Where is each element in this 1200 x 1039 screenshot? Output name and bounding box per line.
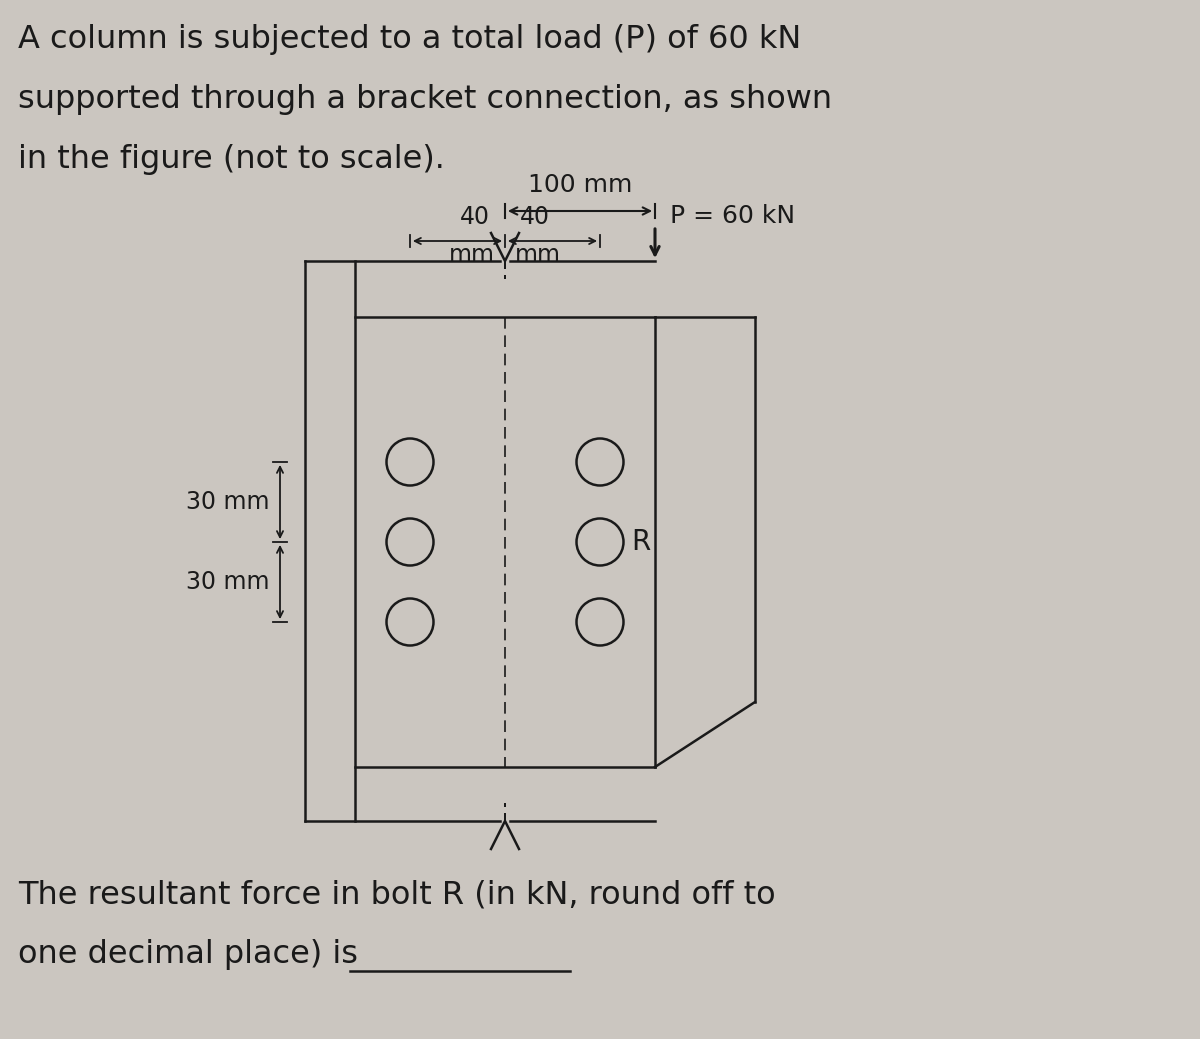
Text: supported through a bracket connection, as shown: supported through a bracket connection, … <box>18 84 832 115</box>
Text: R: R <box>631 528 650 556</box>
Text: The resultant force in bolt R (in kN, round off to: The resultant force in bolt R (in kN, ro… <box>18 879 775 910</box>
Text: 40: 40 <box>520 205 550 229</box>
Text: mm: mm <box>449 243 496 267</box>
Text: 30 mm: 30 mm <box>186 570 270 594</box>
Text: 40: 40 <box>460 205 490 229</box>
Text: mm: mm <box>515 243 562 267</box>
Text: 100 mm: 100 mm <box>528 174 632 197</box>
Text: in the figure (not to scale).: in the figure (not to scale). <box>18 144 445 175</box>
Text: 30 mm: 30 mm <box>186 490 270 514</box>
Text: A column is subjected to a total load (P) of 60 kN: A column is subjected to a total load (P… <box>18 24 802 55</box>
Text: one decimal place) is: one decimal place) is <box>18 939 358 970</box>
Text: P = 60 kN: P = 60 kN <box>670 204 796 228</box>
